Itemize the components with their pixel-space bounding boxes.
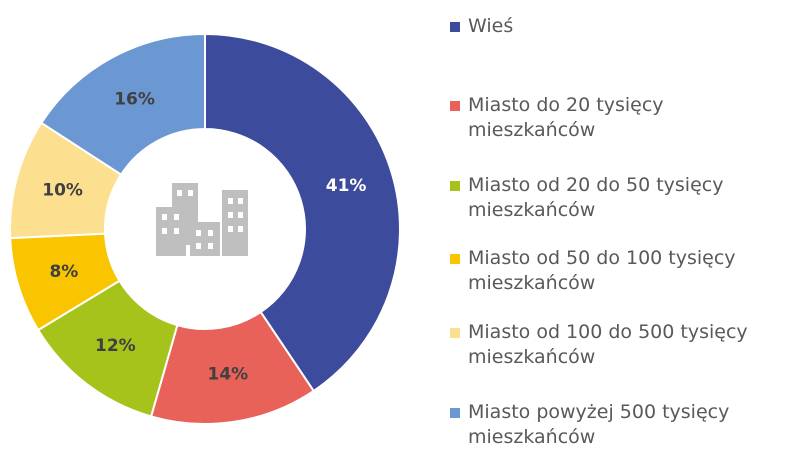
donut-slice [40, 32, 206, 176]
data-label: 10% [42, 180, 83, 200]
legend-label: Miasto od 20 do 50 tysięcy mieszkańców [468, 174, 724, 221]
data-label: 14% [207, 365, 248, 385]
legend-label: Miasto od 100 do 500 tysięcy mieszkańców [468, 321, 748, 368]
building-icon [156, 183, 248, 256]
legend-item: Miasto od 20 do 50 tysięcy mieszkańców [450, 173, 787, 223]
legend-label: Miasto do 20 tysięcy mieszkańców [468, 94, 664, 141]
legend-item: Wieś [450, 14, 787, 39]
legend-swatch [450, 408, 460, 418]
legend-item: Miasto od 100 do 500 tysięcy mieszkańców [450, 320, 787, 370]
legend-item: Miasto od 50 do 100 tysięcy mieszkańców [450, 246, 787, 296]
legend-swatch [450, 22, 460, 32]
chart: 41% 14% 12% 8% 10% 16% [9, 32, 401, 425]
legend-swatch [450, 101, 460, 111]
legend-swatch [450, 181, 460, 191]
data-label: 16% [114, 89, 155, 109]
data-label: 41% [326, 176, 367, 196]
legend-swatch [450, 254, 460, 264]
data-label: 12% [95, 336, 136, 356]
donut-slice [204, 32, 401, 393]
data-label: 8% [49, 262, 78, 282]
legend-item: Miasto do 20 tysięcy mieszkańców [450, 93, 787, 143]
legend-label: Miasto od 50 do 100 tysięcy mieszkańców [468, 247, 736, 294]
legend-swatch [450, 328, 460, 338]
legend-label: Wieś [468, 15, 514, 37]
